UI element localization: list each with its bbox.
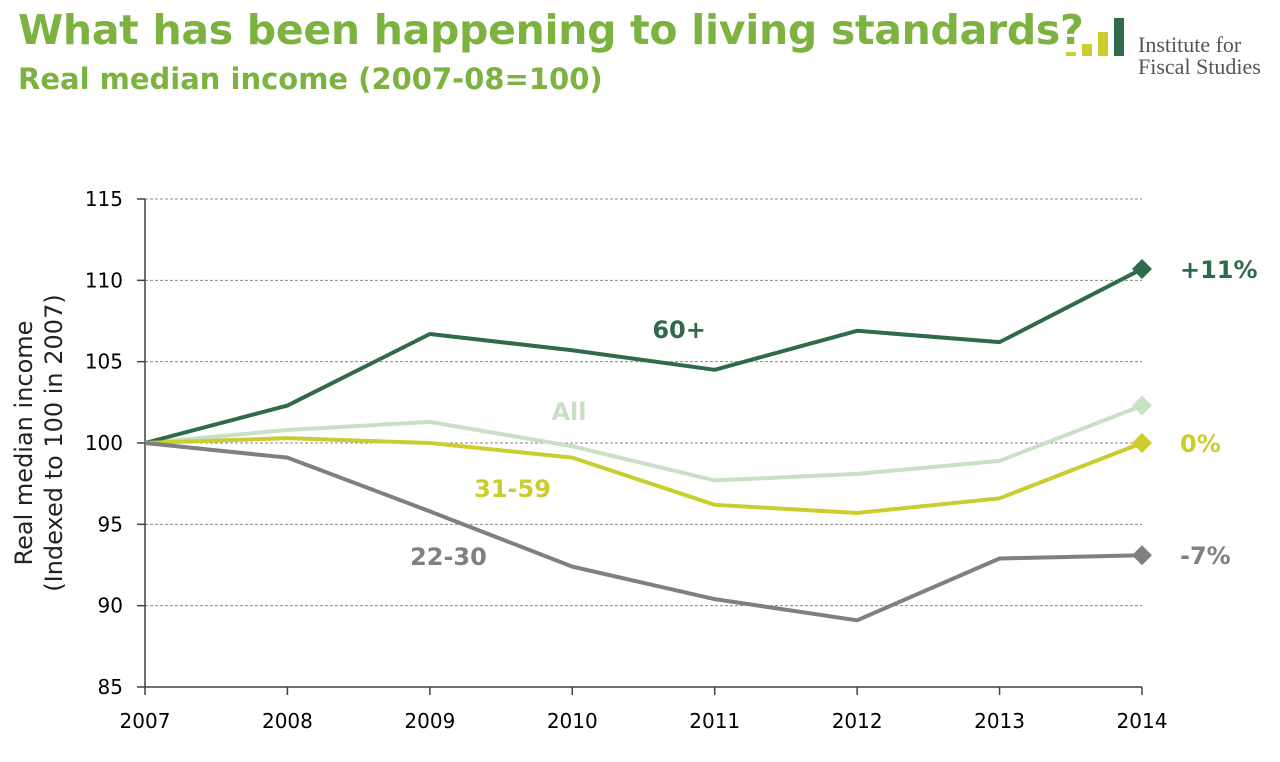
- x-tick-label-2009: 2009: [404, 709, 455, 733]
- end-value-label-31-59: 0%: [1180, 430, 1221, 458]
- logo-bar-2: [1082, 44, 1092, 56]
- logo-text-line1: Institute for: [1138, 32, 1242, 57]
- x-tick-label-2013: 2013: [974, 709, 1025, 733]
- y-tick-label-90: 90: [98, 594, 123, 618]
- y-tick-label-110: 110: [85, 268, 123, 292]
- series-end-marker-60-: [1132, 258, 1152, 279]
- logo-text: Institute for Fiscal Studies: [1138, 34, 1261, 78]
- logo-bar-4: [1114, 18, 1124, 56]
- end-value-label-22-30: -7%: [1180, 542, 1231, 570]
- x-tick-label-2010: 2010: [547, 709, 598, 733]
- series-line-22-30: [144, 441, 1143, 623]
- x-tick-label-2007: 2007: [120, 709, 171, 733]
- x-tick-label-2008: 2008: [262, 709, 313, 733]
- series-line-31-59: [144, 436, 1143, 515]
- series-end-marker-31-59: [1132, 433, 1152, 453]
- end-value-label-60-: +11%: [1180, 256, 1258, 284]
- y-tick-label-105: 105: [85, 350, 123, 374]
- x-tick-label-2014: 2014: [1117, 709, 1168, 733]
- y-tick-label-85: 85: [98, 675, 123, 699]
- logo-bar-1: [1066, 52, 1076, 56]
- y-tick-label-115: 115: [85, 187, 123, 211]
- y-axis-title: Real median income(Indexed to 100 in 200…: [10, 294, 68, 591]
- series-end-marker-all: [1132, 395, 1152, 416]
- x-tick-label-2012: 2012: [832, 709, 883, 733]
- series-end-marker-22-30: [1132, 545, 1152, 566]
- ifs-logo: Institute for Fiscal Studies: [1066, 16, 1276, 86]
- y-axis-title-line2: (Indexed to 100 in 2007): [40, 294, 68, 591]
- series-label-60-: 60+: [652, 316, 706, 344]
- y-tick-label-100: 100: [85, 431, 123, 455]
- logo-text-line2: Fiscal Studies: [1138, 54, 1261, 79]
- series-line-60-: [144, 267, 1143, 445]
- y-axis-title-line1: Real median income: [10, 321, 38, 566]
- y-tick-label-95: 95: [98, 512, 123, 536]
- chart-title: What has been happening to living standa…: [18, 6, 1084, 54]
- series-line-all: [144, 403, 1143, 483]
- x-tick-label-2011: 2011: [689, 709, 740, 733]
- series-label-all: All: [551, 398, 586, 426]
- series-label-22-30: 22-30: [410, 543, 487, 571]
- logo-bar-3: [1098, 32, 1108, 56]
- chart-subtitle: Real median income (2007-08=100): [18, 62, 603, 96]
- logo-bars-icon: [1066, 18, 1124, 56]
- series-label-31-59: 31-59: [474, 475, 551, 503]
